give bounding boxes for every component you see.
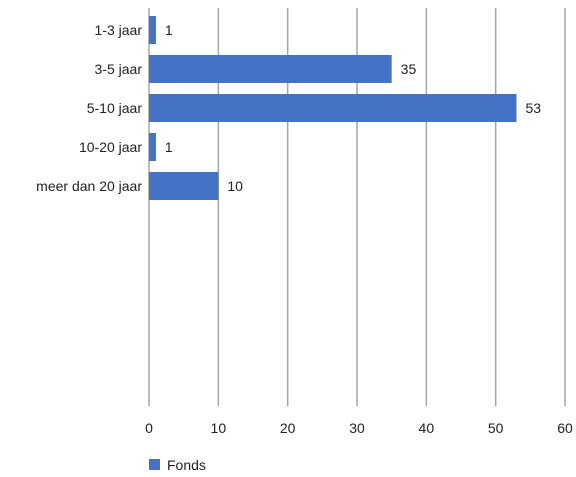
x-tick-label-30: 30 (349, 420, 365, 436)
category-label-meer-dan-20-jaar: meer dan 20 jaar (36, 178, 142, 194)
bar-3-5-jaar (149, 55, 392, 83)
legend-swatch-fonds (149, 459, 160, 470)
x-tick-label-10: 10 (211, 420, 227, 436)
x-tick-label-60: 60 (557, 420, 573, 436)
category-label-1-3-jaar: 1-3 jaar (95, 22, 143, 38)
bar-meer-dan-20-jaar (149, 172, 219, 200)
x-axis-tick-labels: 0 10 20 30 40 50 60 (145, 420, 573, 436)
category-label-10-20-jaar: 10-20 jaar (79, 139, 142, 155)
legend-label-fonds: Fonds (167, 457, 206, 473)
x-tick-label-40: 40 (419, 420, 435, 436)
bar-10-20-jaar (149, 133, 156, 161)
x-tick-label-20: 20 (280, 420, 296, 436)
x-tick-label-50: 50 (488, 420, 504, 436)
data-label-1-3-jaar: 1 (165, 22, 173, 38)
data-label-meer-dan-20-jaar: 10 (227, 178, 243, 194)
category-labels: 1-3 jaar 3-5 jaar 5-10 jaar 10-20 jaar meer … (36, 22, 142, 194)
category-label-3-5-jaar: 3-5 jaar (95, 61, 143, 77)
bar-5-10-jaar (149, 94, 517, 122)
data-label-10-20-jaar: 1 (165, 139, 173, 155)
legend: Fonds (149, 457, 206, 473)
data-label-3-5-jaar: 35 (401, 61, 417, 77)
x-tick-label-0: 0 (145, 420, 153, 436)
data-labels: 1 35 53 1 10 (165, 22, 541, 194)
bar-1-3-jaar (149, 16, 156, 44)
data-label-5-10-jaar: 53 (525, 100, 541, 116)
category-label-5-10-jaar: 5-10 jaar (87, 100, 143, 116)
bars (149, 16, 517, 200)
